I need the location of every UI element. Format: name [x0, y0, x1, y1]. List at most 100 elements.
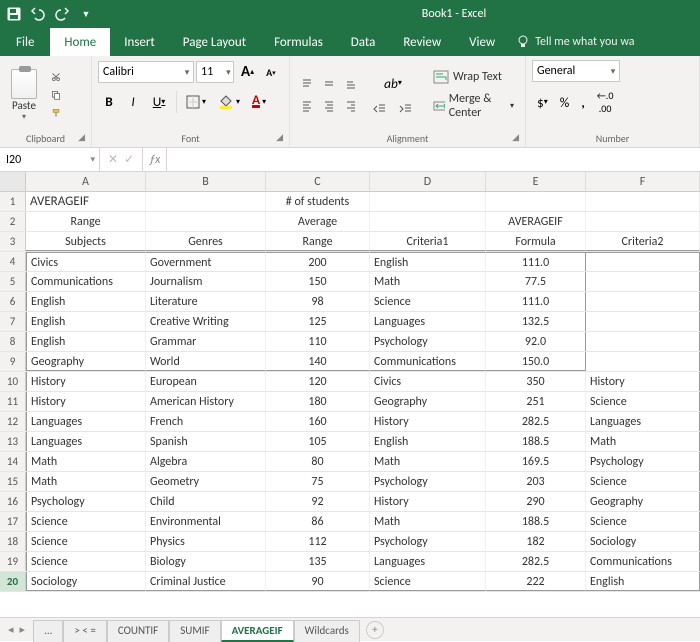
- cell-D4[interactable]: English: [370, 252, 486, 271]
- cell-B15[interactable]: Geometry: [146, 472, 266, 491]
- name-box-input[interactable]: [0, 153, 90, 167]
- cell-E7[interactable]: 132.5: [486, 312, 586, 331]
- row-header[interactable]: 12: [0, 412, 26, 431]
- cell-D19[interactable]: Languages: [370, 552, 486, 571]
- percent-format-button[interactable]: %: [555, 86, 575, 118]
- cell-C12[interactable]: 160: [266, 412, 370, 431]
- col-header-A[interactable]: A: [26, 172, 146, 191]
- merge-center-button[interactable]: Merge & Center ▾: [428, 89, 519, 123]
- cell-A11[interactable]: History: [26, 392, 146, 411]
- cell-B13[interactable]: Spanish: [146, 432, 266, 451]
- cell-B18[interactable]: Physics: [146, 532, 266, 551]
- cell-A8[interactable]: English: [26, 332, 146, 351]
- font-name-combo[interactable]: ▾: [98, 61, 194, 83]
- cell-A3[interactable]: Subjects: [26, 232, 146, 251]
- cell-E10[interactable]: 350: [486, 372, 586, 391]
- cell-B17[interactable]: Environmental: [146, 512, 266, 531]
- cell-C4[interactable]: 200: [266, 252, 370, 271]
- tab-home[interactable]: Home: [50, 28, 110, 56]
- save-icon[interactable]: [6, 6, 22, 22]
- cell-F10[interactable]: History: [586, 372, 700, 391]
- cell-D13[interactable]: English: [370, 432, 486, 451]
- cell-A17[interactable]: Science: [26, 512, 146, 531]
- enter-formula-icon[interactable]: ✓: [124, 152, 134, 167]
- tab-data[interactable]: Data: [337, 28, 390, 56]
- row-header[interactable]: 1: [0, 192, 26, 211]
- cell-A14[interactable]: Math: [26, 452, 146, 471]
- borders-button[interactable]: ▾: [181, 92, 211, 112]
- chevron-down-icon[interactable]: ▾: [224, 67, 233, 78]
- clipboard-dialog-icon[interactable]: ◢: [78, 132, 85, 143]
- col-header-C[interactable]: C: [266, 172, 370, 191]
- sheet-tab[interactable]: > < =: [63, 620, 106, 642]
- cell-E12[interactable]: 282.5: [486, 412, 586, 431]
- cell-E17[interactable]: 188.5: [486, 512, 586, 531]
- tab-nav-last-icon[interactable]: ▸: [20, 623, 26, 636]
- decrease-indent-button[interactable]: [368, 99, 392, 119]
- cut-button[interactable]: [46, 69, 66, 85]
- cell-E8[interactable]: 92.0: [486, 332, 586, 351]
- cell-F6[interactable]: [586, 292, 700, 311]
- cell-D15[interactable]: Psychology: [370, 472, 486, 491]
- cell-E1[interactable]: [486, 192, 586, 211]
- bold-button[interactable]: B: [98, 90, 120, 113]
- cell-A13[interactable]: Languages: [26, 432, 146, 451]
- col-header-D[interactable]: D: [370, 172, 486, 191]
- italic-button[interactable]: I: [122, 90, 144, 113]
- tab-insert[interactable]: Insert: [110, 28, 169, 56]
- cell-C2[interactable]: Average: [266, 212, 370, 231]
- row-header[interactable]: 17: [0, 512, 26, 531]
- cell-C18[interactable]: 112: [266, 532, 370, 551]
- cell-C10[interactable]: 120: [266, 372, 370, 391]
- font-size-input[interactable]: [197, 65, 224, 79]
- row-header[interactable]: 18: [0, 532, 26, 551]
- cell-F13[interactable]: Math: [586, 432, 700, 451]
- row-header[interactable]: 14: [0, 452, 26, 471]
- cell-A18[interactable]: Science: [26, 532, 146, 551]
- cell-A16[interactable]: Psychology: [26, 492, 146, 511]
- formula-input[interactable]: [167, 148, 700, 171]
- cell-B16[interactable]: Child: [146, 492, 266, 511]
- name-box[interactable]: ▾: [0, 148, 100, 171]
- copy-button[interactable]: [46, 87, 66, 103]
- orientation-button[interactable]: ab▾: [368, 72, 418, 95]
- cell-A15[interactable]: Math: [26, 472, 146, 491]
- row-header[interactable]: 4: [0, 252, 26, 271]
- tab-nav-first-icon[interactable]: ◂: [8, 623, 14, 636]
- row-header[interactable]: 9: [0, 352, 26, 371]
- row-header[interactable]: 19: [0, 552, 26, 571]
- cell-F14[interactable]: Psychology: [586, 452, 700, 471]
- row-header[interactable]: 8: [0, 332, 26, 351]
- cell-B5[interactable]: Journalism: [146, 272, 266, 291]
- tab-formulas[interactable]: Formulas: [260, 28, 337, 56]
- alignment-dialog-icon[interactable]: ◢: [512, 132, 519, 143]
- tab-review[interactable]: Review: [389, 28, 455, 56]
- cell-C14[interactable]: 80: [266, 452, 370, 471]
- cell-E5[interactable]: 77.5: [486, 272, 586, 291]
- cell-A6[interactable]: English: [26, 292, 146, 311]
- comma-format-button[interactable]: ,: [576, 86, 589, 118]
- align-top-button[interactable]: [296, 74, 316, 94]
- number-format-combo[interactable]: ▾: [532, 60, 620, 82]
- increase-font-button[interactable]: A▴: [236, 60, 259, 84]
- cell-D1[interactable]: [370, 192, 486, 211]
- decrease-font-button[interactable]: A▾: [261, 63, 281, 82]
- align-bottom-button[interactable]: [340, 74, 360, 94]
- row-header[interactable]: 2: [0, 212, 26, 231]
- cell-D9[interactable]: Communications: [370, 352, 486, 371]
- cell-B6[interactable]: Literature: [146, 292, 266, 311]
- chevron-down-icon[interactable]: ▾: [181, 67, 193, 78]
- cell-A2[interactable]: Range: [26, 212, 146, 231]
- cell-A7[interactable]: English: [26, 312, 146, 331]
- font-name-input[interactable]: [99, 65, 181, 79]
- cell-C7[interactable]: 125: [266, 312, 370, 331]
- cell-C1[interactable]: # of students: [266, 192, 370, 211]
- font-size-combo[interactable]: ▾: [196, 61, 234, 83]
- tab-view[interactable]: View: [455, 28, 509, 56]
- cell-F16[interactable]: Geography: [586, 492, 700, 511]
- cell-D7[interactable]: Languages: [370, 312, 486, 331]
- cell-B10[interactable]: European: [146, 372, 266, 391]
- cell-E18[interactable]: 182: [486, 532, 586, 551]
- cell-B19[interactable]: Biology: [146, 552, 266, 571]
- new-sheet-button[interactable]: +: [366, 621, 384, 639]
